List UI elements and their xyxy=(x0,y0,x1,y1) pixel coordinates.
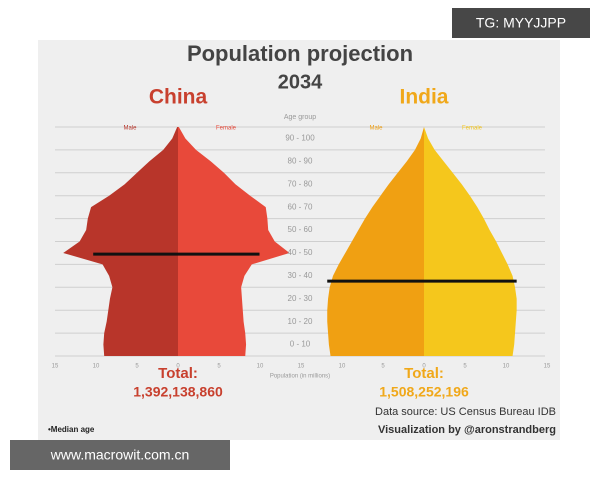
age-group-label: 0 - 10 xyxy=(290,340,311,349)
legend-label: Female xyxy=(462,126,483,132)
total-value: 1,392,138,860 xyxy=(133,384,223,400)
chart-title: India xyxy=(399,86,448,109)
age-axis-label: Age group xyxy=(284,114,316,121)
labels: 0 - 10 10 - 20 20 - 30 30 - 40 40 - 50 50 - 6… xyxy=(52,86,551,400)
title: Population projection xyxy=(187,41,413,66)
x-tick-label: 0 xyxy=(422,364,426,370)
x-tick-label: 10 xyxy=(257,364,264,370)
credit: Visualization by @aronstrandberg xyxy=(378,424,556,436)
pyramid-side xyxy=(424,127,517,356)
x-tick-label: 10 xyxy=(503,364,510,370)
age-group-label: 20 - 30 xyxy=(288,294,313,303)
age-group-label: 10 - 20 xyxy=(288,317,313,326)
total-label: Total: xyxy=(158,365,198,382)
legend-label: Female xyxy=(216,126,237,132)
source: Data source: US Census Bureau IDB xyxy=(375,406,556,418)
x-tick-label: 10 xyxy=(339,364,346,370)
x-tick-label: 5 xyxy=(135,364,139,370)
total-value: 1,508,252,196 xyxy=(379,384,469,400)
age-group-label: 30 - 40 xyxy=(288,271,313,280)
x-tick-label: 5 xyxy=(217,364,221,370)
watermark: TG: MYYJJPP xyxy=(476,15,566,31)
subtitle: 2034 xyxy=(278,71,323,93)
total-label: Total: xyxy=(404,365,444,382)
age-group-label: 70 - 80 xyxy=(288,179,313,188)
x-axis-label: Population (in millions) xyxy=(270,374,330,380)
watermark-box xyxy=(10,440,230,470)
watermark: www.macrowit.com.cn xyxy=(50,447,189,463)
legend-label: Male xyxy=(123,126,137,132)
x-tick-label: 15 xyxy=(52,364,59,370)
age-group-label: 40 - 50 xyxy=(288,248,313,257)
pyramid-side xyxy=(327,127,424,356)
watermark-box xyxy=(452,8,590,38)
x-tick-label: 10 xyxy=(93,364,100,370)
pyramid-side xyxy=(178,127,290,356)
age-group-label: 80 - 90 xyxy=(288,156,313,165)
x-tick-label: 15 xyxy=(298,364,305,370)
age-group-label: 90 - 100 xyxy=(285,134,315,143)
chart-title: China xyxy=(149,86,208,109)
x-tick-label: 15 xyxy=(544,364,551,370)
pyramid-side xyxy=(63,127,179,356)
x-tick-label: 5 xyxy=(381,364,385,370)
age-group-label: 60 - 70 xyxy=(288,202,313,211)
median-note: •Median age xyxy=(48,425,95,434)
age-group-label: 50 - 60 xyxy=(288,225,313,234)
plot xyxy=(55,126,545,357)
x-tick-label: 0 xyxy=(176,364,180,370)
legend-label: Male xyxy=(369,126,383,132)
x-tick-label: 5 xyxy=(463,364,467,370)
